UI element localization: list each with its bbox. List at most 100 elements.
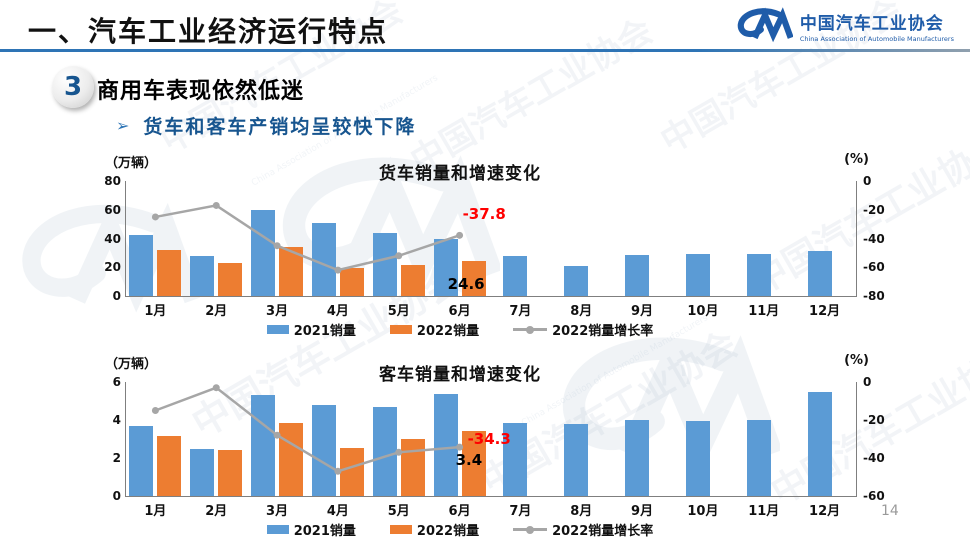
section-number-badge: 3 (52, 66, 94, 108)
legend-item-2022销量增长率: 2022销量增长率 (513, 520, 653, 539)
bar-2022-5月 (400, 265, 425, 296)
x-axis-tick-label: 7月 (509, 304, 532, 319)
line-marker (456, 443, 464, 451)
left-axis-tick-label: 60 (104, 202, 121, 217)
bar-2022-4月 (339, 447, 364, 496)
line-marker (151, 213, 159, 221)
legend-swatch-icon (389, 325, 412, 334)
left-axis-tick-label: 6 (112, 375, 121, 389)
x-axis-tick-label: 4月 (326, 504, 349, 519)
bar-2021-8月 (564, 265, 589, 296)
right-axis-tick-label: -60 (863, 489, 885, 503)
annotation-3.4: 3.4 (455, 451, 483, 470)
bar-2021-9月 (625, 420, 650, 496)
plot-area (125, 181, 857, 297)
bar-2021-3月 (251, 209, 276, 296)
right-axis-tick-label: 0 (863, 375, 872, 389)
x-axis-tick-label: 3月 (266, 304, 289, 319)
growth-rate-line (151, 201, 464, 274)
line-marker (456, 231, 464, 239)
line-marker (395, 448, 403, 456)
bar-2021-2月 (190, 448, 215, 496)
left-axis-tick-label: 0 (112, 289, 121, 303)
chart-legend: 2021销量 2022销量 2022销量增长率 (95, 520, 825, 539)
bar-2022-1月 (157, 436, 182, 496)
chart-title: 客车销量和增速变化 (379, 365, 541, 385)
annotation--37.8: -37.8 (462, 205, 506, 224)
legend-item-2021销量: 2021销量 (266, 520, 356, 539)
right-axis-tick-label: -40 (863, 451, 885, 465)
legend-line-icon (513, 525, 548, 534)
legend-item-2022销量: 2022销量 (389, 520, 480, 539)
bar-2022-6月 (461, 260, 486, 296)
x-axis-tick-label: 6月 (448, 304, 471, 319)
bullet-text: 货车和客车产销均呈较快下降 (143, 116, 417, 138)
right-axis-tick-label: -40 (863, 231, 885, 246)
x-axis-tick-label: 7月 (509, 504, 532, 519)
growth-rate-line (151, 384, 464, 475)
section-number: 3 (63, 72, 83, 102)
line-marker (273, 242, 281, 250)
legend-swatch-icon (266, 325, 289, 334)
right-axis-tick-label: -80 (863, 289, 885, 303)
x-axis-tick-label: 10月 (687, 304, 719, 319)
left-axis-tick-label: 20 (104, 260, 121, 275)
x-axis-tick-label: 9月 (631, 504, 654, 519)
chart-legend: 2021销量 2022销量 2022销量增长率 (95, 320, 825, 339)
x-axis-tick-label: 9月 (631, 304, 654, 319)
legend-label: 2022销量增长率 (552, 324, 654, 339)
title-divider (0, 49, 970, 52)
x-axis-tick-label: 6月 (448, 504, 471, 519)
legend-swatch-icon (389, 525, 412, 534)
bus-sales-chart: （万辆） 客车销量和增速变化 (%) 6 4 2 0 0 -20 -40 -60 1月 2月 3月 4… (95, 352, 885, 542)
right-axis-tick-label: -20 (863, 202, 885, 217)
right-axis-tick-label: -60 (863, 260, 885, 275)
legend-swatch-icon (266, 525, 289, 534)
section-title: 商用车表现依然低迷 (97, 79, 305, 104)
line-marker (212, 201, 220, 209)
line-marker (334, 467, 342, 475)
line-marker (273, 431, 281, 439)
bar-2021-3月 (251, 395, 276, 496)
legend-line-icon (513, 325, 548, 334)
arrow-bullet-icon: ➢ (116, 116, 130, 135)
line-marker (334, 266, 342, 274)
bar-2021-10月 (685, 253, 710, 296)
bar-2022-1月 (157, 250, 182, 296)
x-axis-tick-label: 2月 (205, 304, 228, 319)
bar-2022-3月 (279, 422, 304, 496)
left-axis-tick-label: 80 (104, 174, 121, 188)
right-axis-tick-label: -20 (863, 413, 885, 427)
bar-2022-6月 (461, 431, 486, 496)
legend-label: 2022销量 (416, 524, 480, 539)
legend-label: 2021销量 (293, 524, 356, 539)
x-axis-tick-label: 8月 (570, 304, 593, 319)
left-axis-tick-label: 4 (112, 413, 121, 427)
cm-logo-icon (737, 7, 793, 43)
left-axis-unit-label: （万辆） (105, 156, 158, 171)
legend-item-2022销量: 2022销量 (389, 320, 480, 339)
x-axis-tick-label: 3月 (266, 504, 289, 519)
x-axis-tick-label: 1月 (144, 504, 167, 519)
legend-label: 2022销量 (416, 324, 480, 339)
x-axis-tick-label: 10月 (687, 504, 719, 519)
bar-2021-6月 (433, 394, 458, 496)
bar-2022-2月 (218, 262, 243, 296)
bar-2021-10月 (685, 420, 710, 496)
x-axis-tick-label: 11月 (748, 304, 780, 319)
line-marker (151, 407, 159, 414)
line-marker (395, 252, 403, 260)
left-axis-tick-label: 40 (104, 231, 121, 246)
bar-2021-5月 (372, 406, 397, 496)
x-axis-tick-label: 5月 (387, 504, 410, 519)
chart-title: 货车销量和增速变化 (379, 164, 541, 184)
legend-label: 2021销量 (293, 324, 356, 339)
right-axis-unit-label: (%) (844, 152, 869, 167)
right-axis-tick-label: 0 (863, 174, 872, 188)
legend-item-2021销量: 2021销量 (266, 320, 356, 339)
bar-2021-2月 (190, 256, 215, 296)
logo-name-en: China Association of Automobile Manufact… (799, 34, 954, 43)
bar-2021-11月 (746, 253, 771, 296)
bar-2021-9月 (625, 255, 650, 296)
bar-2021-4月 (311, 404, 336, 496)
